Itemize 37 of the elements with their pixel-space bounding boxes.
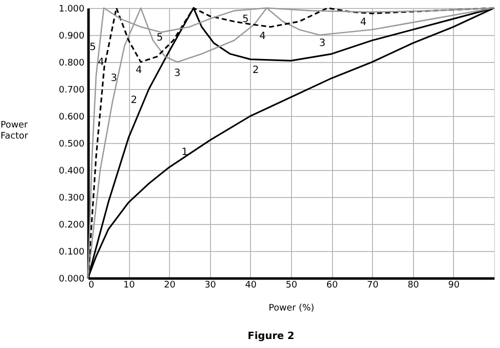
x-tick-label: 50 [286, 280, 298, 290]
y-tick-label: 0.100 [58, 248, 85, 258]
y-tick-label: 0.900 [58, 32, 85, 42]
x-axis-title: Power (%) [268, 304, 314, 314]
y-tick-label: 0.500 [58, 140, 85, 150]
y-tick-label: 0.300 [58, 194, 85, 204]
annotation: 3 [174, 68, 181, 79]
annotation: 2 [130, 94, 138, 106]
annotation: 4 [136, 65, 142, 76]
annotation: 5 [90, 42, 96, 54]
y-tick-label: 0.700 [58, 86, 85, 96]
y-tick-label: 0.800 [58, 58, 85, 68]
y-tick-label: 0.400 [58, 166, 85, 176]
annotation: 4 [360, 17, 366, 28]
x-tick-label: 90 [448, 280, 460, 290]
annotation: 3 [319, 38, 326, 50]
annotation: 4 [259, 31, 266, 42]
annotation: 5 [156, 32, 164, 44]
x-tick-label: 20 [164, 280, 176, 290]
y-tick-label: 1.000 [58, 4, 85, 14]
y-tick-label: 0.200 [58, 220, 85, 230]
y-tick-label: 0.600 [58, 112, 85, 122]
annotation: 4 [98, 57, 104, 68]
annotation: 2 [252, 65, 259, 76]
x-tick-label: 70 [366, 280, 379, 290]
x-tick-label: 80 [408, 280, 420, 290]
y-tick-label: 0.000 [58, 274, 85, 284]
annotation: 5 [242, 14, 249, 25]
x-tick-label: 60 [326, 280, 338, 290]
annotation: 1 [181, 146, 188, 158]
caption: Figure 2 [248, 331, 294, 342]
annotation: 3 [110, 73, 118, 84]
x-tick-label: 40 [245, 280, 257, 290]
x-tick-label: 10 [123, 280, 136, 290]
x-tick-label: 0 [88, 280, 94, 290]
y-axis-title: Power Factor [0, 120, 28, 142]
x-tick-label: 30 [204, 280, 216, 290]
